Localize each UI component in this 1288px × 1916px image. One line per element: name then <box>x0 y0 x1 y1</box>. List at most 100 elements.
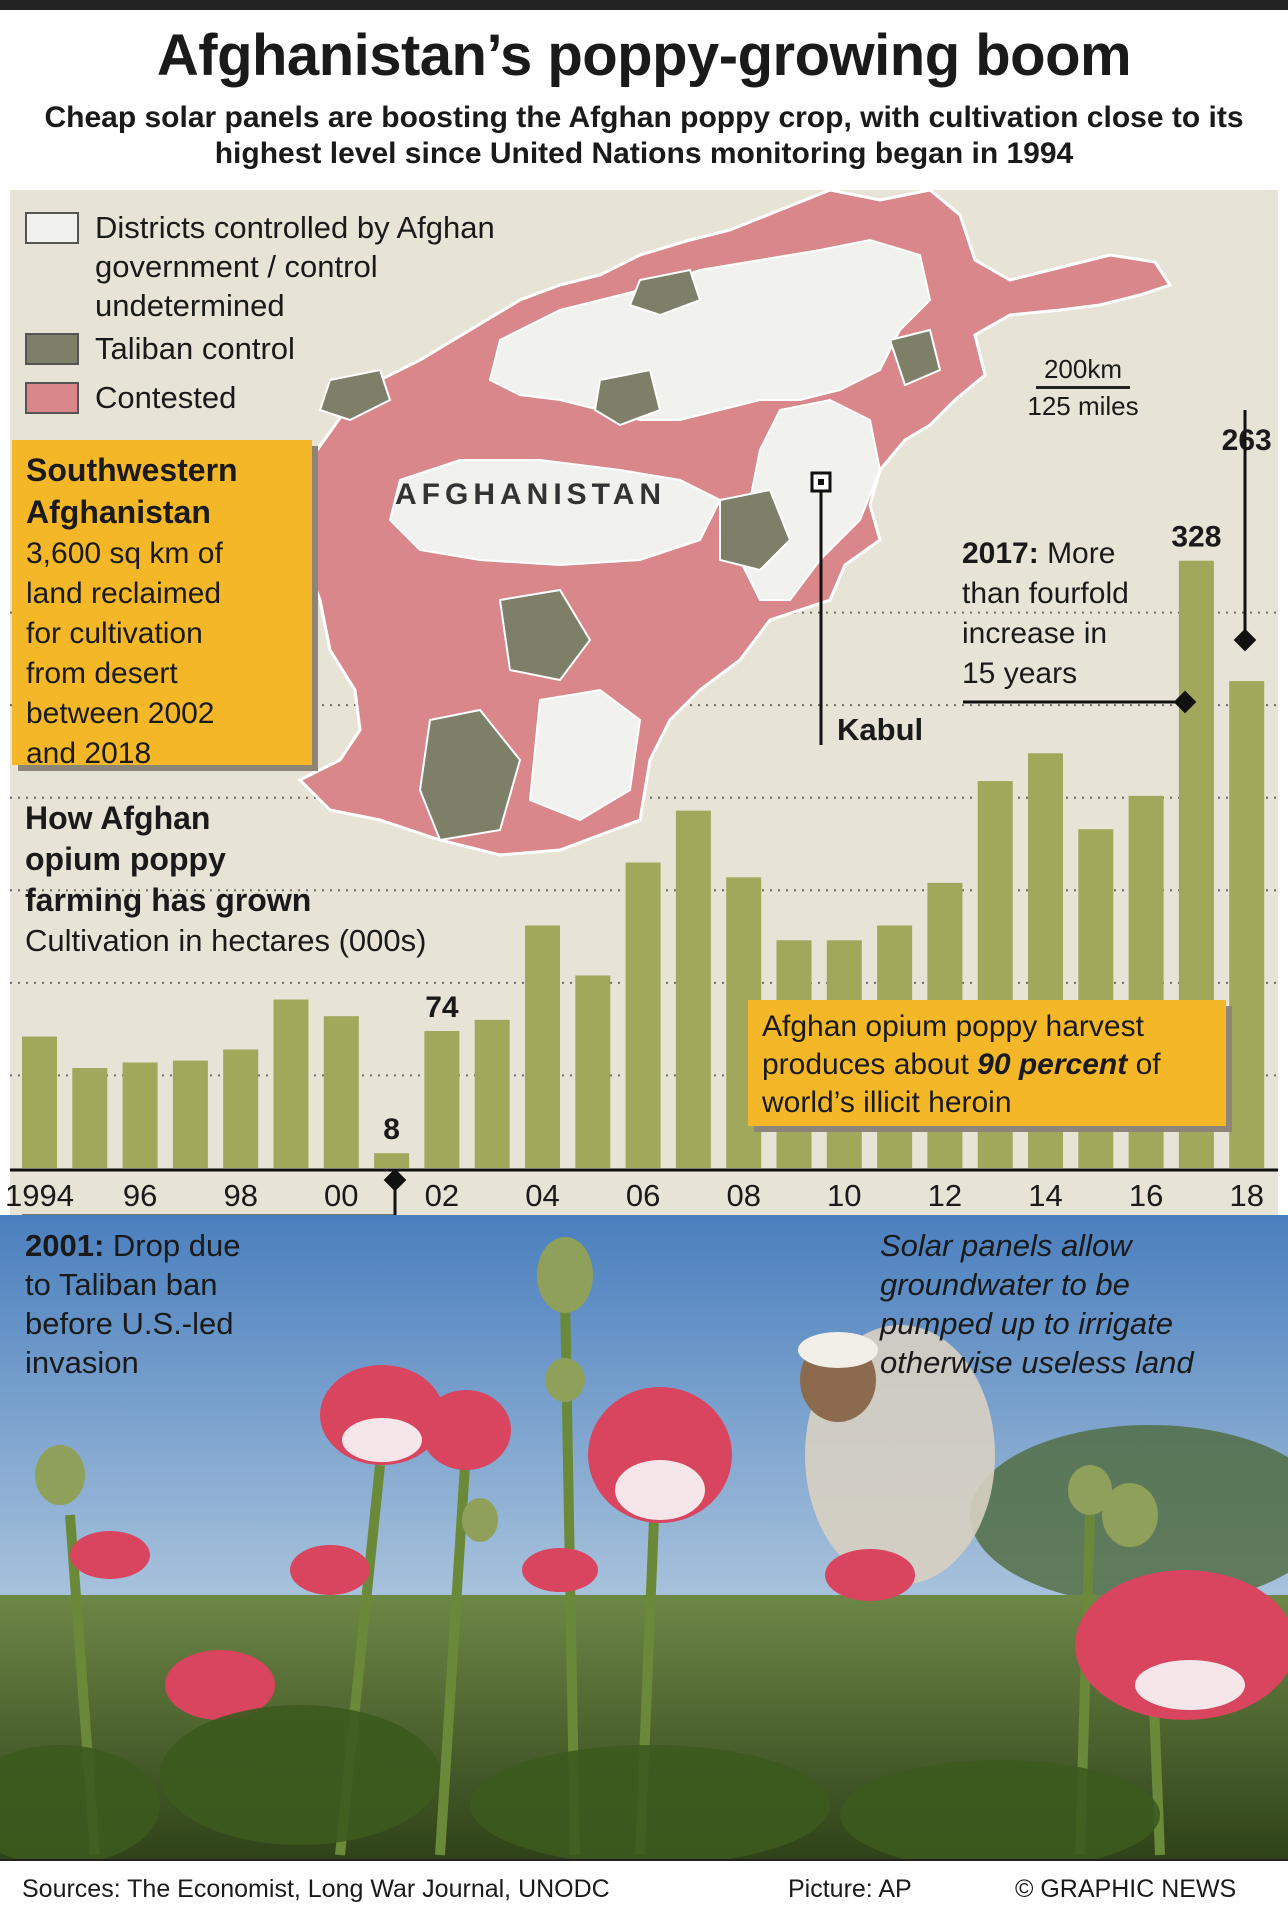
annotation-2001-line-1: Drop due <box>104 1228 241 1263</box>
x-tick-label: 06 <box>626 1178 660 1213</box>
bar-2004 <box>525 925 560 1168</box>
solar-line-3: pumped up to irrigate <box>880 1306 1173 1341</box>
map-taliban-region-4 <box>498 588 592 682</box>
legend-label-government: Districts controlled by Afghan governmen… <box>95 210 495 323</box>
legend-label-contested: Contested <box>95 380 237 415</box>
legend-item-government: Districts controlled by Afghan governmen… <box>25 208 515 325</box>
map-government-region-north <box>488 238 932 421</box>
chart-data-labels: 8 74 328 263 <box>383 424 1271 1146</box>
heroin-callout: Afghan opium poppy harvest produces abou… <box>748 1000 1226 1126</box>
southwest-line-3: for cultivation <box>26 617 203 650</box>
legend-label-taliban: Taliban control <box>95 331 295 366</box>
chart-unit-label: Cultivation in hectares (000s) <box>25 923 427 958</box>
annotation-2017: 2017: More than fourfold increase in 15 … <box>962 534 1129 694</box>
leader-2017-diamond <box>1173 690 1197 714</box>
leader-2001-diamond <box>383 1168 407 1192</box>
legend-item-taliban: Taliban control <box>25 329 515 368</box>
solar-line-4: otherwise useless land <box>880 1345 1194 1380</box>
page-title: Afghanistan’s poppy-growing boom <box>156 23 1132 88</box>
map-taliban-region-5 <box>418 708 522 842</box>
bar-2000 <box>323 1016 359 1168</box>
map-taliban-region-1 <box>628 268 702 317</box>
map-country-label: AFGHANISTAN <box>395 478 667 511</box>
map-taliban-region-2 <box>318 368 392 422</box>
data-label-2001: 8 <box>383 1113 400 1146</box>
annotation-2001-line-3: before U.S.-led <box>25 1306 234 1341</box>
bar-1999 <box>273 999 309 1168</box>
chart-heading-line-3: farming has grown <box>25 882 312 918</box>
footer-sources: Sources: The Economist, Long War Journal… <box>22 1875 610 1903</box>
bar-2005 <box>575 975 611 1168</box>
x-tick-label: 02 <box>425 1178 459 1213</box>
bar-2018 <box>1229 681 1265 1168</box>
map-government-region-central <box>388 459 722 567</box>
southwest-line-2: land reclaimed <box>26 577 222 610</box>
x-tick-label: 98 <box>223 1178 257 1213</box>
chart-heading-line-1: How Afghan <box>25 800 211 836</box>
x-tick-label: 14 <box>1028 1178 1062 1213</box>
bar-2003 <box>474 1019 510 1168</box>
southwest-line-6: and 2018 <box>26 737 152 770</box>
data-label-2018: 263 <box>1222 424 1272 457</box>
bar-2001 <box>374 1153 410 1168</box>
top-rule <box>0 0 1288 10</box>
legend-item-contested: Contested <box>25 378 515 417</box>
map-taliban-region-7 <box>888 328 942 387</box>
southwest-line-4: from desert <box>26 657 178 690</box>
legend-swatch-taliban <box>25 333 79 365</box>
annotation-2017-year: 2017: <box>962 537 1039 570</box>
bar-2006 <box>625 862 661 1168</box>
bar-1994 <box>22 1036 57 1168</box>
annotation-2017-line-1: More <box>1038 537 1116 570</box>
annotation-2001-line-4: invasion <box>25 1345 139 1380</box>
bar-1998 <box>223 1049 259 1168</box>
map-taliban-region-6 <box>593 368 662 427</box>
annotation-2001-year: 2001: <box>25 1228 105 1263</box>
x-tick-label: 1994 <box>5 1178 74 1213</box>
map-city-label: Kabul <box>837 712 924 747</box>
bar-1995 <box>72 1068 108 1168</box>
map-scale: 200km 125 miles <box>1018 352 1148 423</box>
data-label-2002: 74 <box>425 991 459 1024</box>
annotation-2001-line-2: to Taliban ban <box>25 1267 218 1302</box>
scale-km: 200km <box>1043 354 1123 384</box>
southwest-heading-1: Southwestern <box>26 452 238 488</box>
annotation-2001: 2001: Drop due to Taliban ban before U.S… <box>25 1226 240 1382</box>
afghanistan-map <box>297 188 1173 857</box>
southwest-callout: Southwestern Afghanistan 3,600 sq km of … <box>12 440 312 770</box>
bar-2002 <box>424 1030 460 1168</box>
scale-miles: 125 miles <box>1027 391 1139 421</box>
bar-2007 <box>675 810 711 1168</box>
x-tick-label: 04 <box>525 1178 559 1213</box>
map-government-region-south <box>528 688 642 822</box>
photo-illustration <box>0 1215 1288 1859</box>
solar-line-1: Solar panels allow <box>880 1228 1132 1263</box>
x-tick-label: 10 <box>827 1178 861 1213</box>
x-tick-label: 12 <box>928 1178 962 1213</box>
chart-heading-line-2: opium poppy <box>25 841 226 877</box>
solar-line-2: groundwater to be <box>880 1267 1130 1302</box>
legend-swatch-government <box>25 212 79 244</box>
annotation-2017-line-3: increase in <box>962 617 1108 650</box>
southwest-line-1: 3,600 sq km of <box>26 537 223 570</box>
footer-copyright: © GRAPHIC NEWS <box>1015 1875 1237 1903</box>
footer: Sources: The Economist, Long War Journal… <box>0 1859 1288 1916</box>
leader-2018-diamond <box>1233 628 1257 652</box>
data-label-2017: 328 <box>1171 521 1221 554</box>
map-taliban-region-3 <box>719 488 792 572</box>
chart-heading: How Afghan opium poppy farming has grown… <box>25 798 426 961</box>
heroin-text-1: Afghan opium poppy harvest produces abou… <box>762 1010 1144 1081</box>
bar-1996 <box>122 1062 158 1168</box>
page-subtitle: Cheap solar panels are boosting the Afgh… <box>44 101 1244 170</box>
heroin-percent: 90 percent <box>977 1048 1128 1081</box>
bar-1997 <box>172 1060 208 1168</box>
x-tick-label: 00 <box>324 1178 358 1213</box>
annotation-2017-line-2: than fourfold <box>962 577 1129 610</box>
solar-caption: Solar panels allow groundwater to be pum… <box>880 1226 1260 1382</box>
x-tick-label: 96 <box>123 1178 157 1213</box>
map-legend: Districts controlled by Afghan governmen… <box>25 208 515 417</box>
chart-x-ticks: 1994 96 98 00 02 04 06 08 10 12 14 16 18 <box>5 1178 1264 1213</box>
x-tick-label: 16 <box>1129 1178 1163 1213</box>
southwest-line-5: between 2002 <box>26 697 215 730</box>
